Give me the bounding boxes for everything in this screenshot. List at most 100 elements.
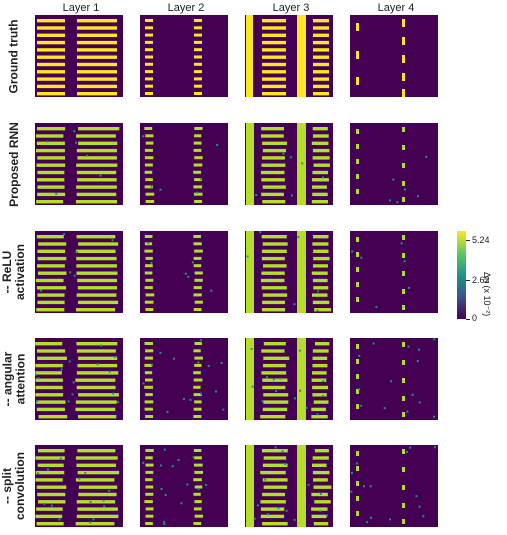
noise-speck bbox=[277, 507, 280, 510]
grating-bar bbox=[194, 178, 203, 182]
grating-bar bbox=[193, 286, 202, 290]
noise-speck bbox=[285, 509, 288, 512]
grating-bar bbox=[313, 522, 329, 526]
grating-bar bbox=[38, 500, 66, 504]
image-panel bbox=[35, 15, 123, 97]
grating-bar bbox=[78, 415, 117, 419]
grating-bar bbox=[194, 40, 202, 44]
grating-bar bbox=[145, 522, 153, 525]
grating-bar bbox=[194, 249, 203, 253]
grating-dot bbox=[356, 51, 359, 59]
noise-speck bbox=[261, 400, 264, 403]
grating-bar bbox=[144, 148, 153, 152]
grating-bar bbox=[77, 286, 118, 290]
grating-bar bbox=[38, 415, 68, 419]
noise-speck bbox=[363, 485, 366, 488]
grating-bar bbox=[144, 185, 154, 189]
noise-speck bbox=[197, 361, 200, 364]
grating-bar bbox=[75, 400, 117, 404]
grating-bar bbox=[76, 256, 117, 261]
noise-speck bbox=[416, 195, 419, 198]
grating-bar bbox=[37, 40, 65, 45]
grating-bar bbox=[145, 26, 153, 30]
grating-bar bbox=[194, 271, 203, 275]
noise-speck bbox=[196, 191, 199, 194]
grating-bar bbox=[76, 163, 118, 167]
grating-bar bbox=[261, 349, 285, 353]
grating-bar bbox=[312, 363, 328, 368]
grating-dot bbox=[402, 163, 405, 168]
noise-speck bbox=[147, 242, 150, 245]
grating-bar bbox=[37, 48, 65, 52]
grating-bar bbox=[262, 185, 286, 189]
grating-bar bbox=[313, 55, 329, 59]
noise-speck bbox=[372, 342, 375, 345]
grating-bar bbox=[313, 33, 329, 37]
row-label-relu-activation: -- ReLU activation bbox=[0, 243, 28, 301]
grating-bar bbox=[261, 156, 285, 160]
grating-bar bbox=[145, 492, 154, 496]
colorbar-tick bbox=[466, 240, 470, 241]
grating-dot bbox=[356, 404, 359, 409]
column-title-layer-4: Layer 4 bbox=[377, 2, 415, 14]
noise-speck bbox=[396, 201, 399, 204]
panel-canvas bbox=[37, 19, 117, 96]
grating-dot bbox=[356, 481, 359, 486]
grating-bar bbox=[193, 235, 201, 238]
image-panel bbox=[35, 231, 123, 313]
grating-dot bbox=[402, 449, 405, 454]
noise-speck bbox=[159, 188, 162, 191]
grating-bar bbox=[76, 463, 117, 467]
grating-bar bbox=[35, 342, 63, 346]
vertical-strip bbox=[246, 15, 253, 97]
grating-bar bbox=[144, 235, 153, 238]
noise-speck bbox=[383, 407, 386, 410]
noise-speck bbox=[100, 344, 103, 347]
grating-bar bbox=[75, 456, 118, 460]
noise-speck bbox=[409, 446, 412, 449]
grating-bar bbox=[38, 242, 67, 246]
grating-dot bbox=[402, 181, 405, 186]
noise-speck bbox=[108, 489, 111, 492]
colorbar-title: Δn (x 10⁻²) bbox=[482, 272, 492, 317]
panel-canvas bbox=[142, 339, 225, 418]
grating-bar bbox=[312, 264, 328, 268]
grating-bar bbox=[312, 235, 329, 239]
noise-speck bbox=[407, 286, 410, 289]
grating-bar bbox=[144, 249, 153, 253]
grating-bar bbox=[75, 407, 116, 412]
grating-bar bbox=[77, 278, 117, 283]
noise-speck bbox=[159, 464, 162, 467]
noise-speck bbox=[67, 400, 70, 403]
grating-dot bbox=[402, 197, 405, 202]
grating-bar bbox=[194, 70, 202, 74]
noise-speck bbox=[46, 468, 49, 471]
grating-bar bbox=[145, 92, 153, 95]
noise-speck bbox=[416, 360, 419, 363]
grating-bar bbox=[263, 356, 290, 360]
grating-bar bbox=[194, 485, 203, 489]
grating-bar bbox=[37, 62, 65, 67]
grating-bar bbox=[262, 242, 288, 246]
grating-dot bbox=[402, 19, 405, 27]
grating-dot bbox=[402, 73, 405, 81]
grating-bar bbox=[313, 400, 329, 404]
grating-bar bbox=[261, 235, 287, 239]
grating-dot bbox=[356, 389, 359, 394]
vertical-strip bbox=[246, 231, 254, 313]
noise-speck bbox=[189, 398, 192, 401]
grating-bar bbox=[314, 449, 329, 453]
grating-bar bbox=[145, 48, 153, 52]
grating-bar bbox=[261, 256, 285, 261]
grating-bar bbox=[145, 478, 153, 482]
grating-bar bbox=[37, 92, 65, 96]
grating-bar bbox=[36, 308, 65, 312]
grating-bar bbox=[144, 500, 153, 504]
noise-speck bbox=[63, 233, 66, 236]
panel-canvas bbox=[246, 338, 330, 420]
vertical-strip bbox=[297, 445, 306, 527]
grating-bar bbox=[76, 514, 119, 519]
grating-bar bbox=[194, 363, 202, 367]
grating-bar bbox=[37, 463, 64, 467]
noise-speck bbox=[215, 390, 218, 393]
